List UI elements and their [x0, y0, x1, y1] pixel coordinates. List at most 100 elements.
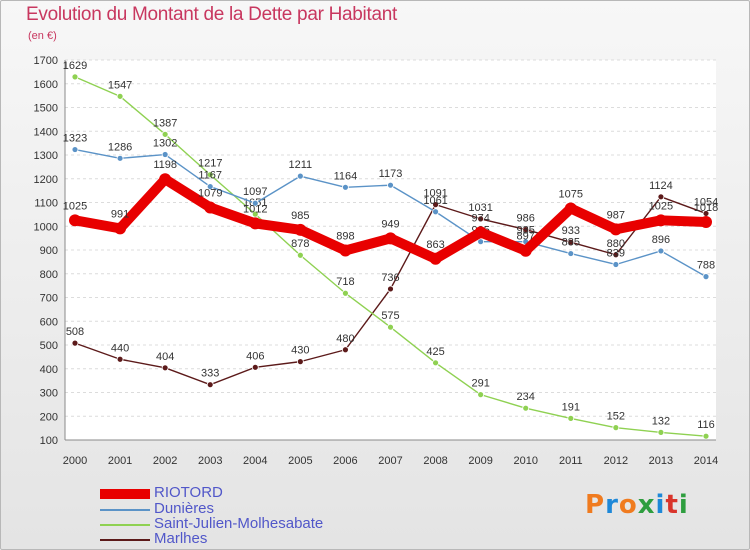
data-label: 333	[201, 368, 219, 380]
data-point	[387, 323, 394, 331]
legend-swatch	[100, 539, 150, 541]
logo-letter: r	[605, 490, 619, 520]
x-tick-label: 2012	[604, 455, 628, 467]
data-label: 1091	[423, 188, 447, 200]
data-label: 1018	[694, 202, 718, 214]
data-label: 1211	[289, 159, 313, 171]
data-label: 1167	[198, 170, 222, 182]
data-label: 1164	[334, 170, 358, 182]
x-tick-label: 2000	[63, 455, 87, 467]
y-tick-label: 800	[40, 269, 58, 281]
data-point	[522, 404, 530, 412]
data-label: 430	[291, 345, 309, 357]
y-tick-label: 200	[40, 411, 58, 423]
legend-item-saint-julien: Saint-Julien-Molhesabate	[100, 515, 360, 532]
data-label: 1547	[108, 79, 132, 91]
data-label: 896	[652, 234, 670, 246]
data-point	[71, 146, 79, 153]
x-tick-label: 2004	[243, 455, 267, 467]
data-label: 440	[111, 342, 129, 354]
data-label: 1075	[559, 188, 583, 200]
data-point	[249, 217, 262, 230]
data-label: 191	[562, 401, 580, 413]
data-point	[567, 250, 575, 257]
legend-label: Marlhes	[154, 530, 208, 547]
data-label: 291	[471, 378, 489, 390]
logo-letter: P	[585, 490, 606, 520]
data-label: 1198	[153, 159, 177, 171]
x-tick-label: 2009	[468, 455, 492, 467]
data-point	[206, 183, 214, 190]
data-point	[384, 232, 397, 245]
data-point	[477, 391, 485, 399]
data-label: 116	[697, 419, 715, 431]
data-label: 1629	[63, 60, 87, 72]
data-point	[387, 285, 394, 293]
data-label: 935	[517, 225, 535, 237]
data-label: 736	[381, 272, 399, 284]
data-label: 885	[562, 237, 580, 249]
data-label: 986	[517, 213, 535, 225]
data-label: 1387	[153, 117, 177, 129]
data-label: 880	[607, 238, 625, 250]
data-label: 1124	[649, 180, 673, 192]
data-point	[612, 251, 620, 259]
data-label: 1097	[243, 186, 267, 198]
data-point	[161, 130, 169, 138]
data-point	[657, 193, 665, 201]
data-point	[342, 346, 349, 354]
data-point	[296, 358, 304, 366]
data-point	[116, 154, 124, 162]
data-label: 425	[426, 346, 444, 358]
x-tick-label: 2002	[153, 455, 177, 467]
data-point	[161, 151, 169, 158]
data-point	[296, 251, 304, 259]
data-label: 897	[517, 231, 535, 243]
y-tick-label: 100	[40, 435, 58, 447]
data-point	[387, 181, 394, 189]
data-label: 985	[291, 210, 309, 222]
y-tick-label: 500	[40, 340, 58, 352]
data-label: 898	[336, 230, 354, 242]
data-label: 152	[607, 411, 625, 423]
y-tick-label: 1700	[34, 55, 58, 67]
y-tick-label: 1200	[34, 174, 58, 186]
data-label: 839	[607, 247, 625, 259]
data-label: 1031	[468, 202, 492, 214]
data-point	[69, 214, 81, 227]
data-point	[71, 339, 79, 347]
data-point	[522, 226, 530, 233]
data-point	[519, 244, 532, 257]
x-tick-label: 2007	[378, 455, 402, 467]
data-label: 132	[652, 415, 670, 427]
x-tick-label: 2006	[333, 455, 357, 467]
data-point	[474, 226, 487, 239]
data-label: 404	[156, 351, 174, 363]
y-tick-label: 300	[40, 388, 58, 400]
data-point	[206, 381, 214, 389]
data-point	[161, 364, 169, 372]
data-point	[432, 208, 439, 216]
y-tick-label: 700	[40, 293, 58, 305]
x-tick-label: 2003	[198, 455, 222, 467]
legend-label: Saint-Julien-Molhesabate	[154, 515, 324, 532]
legend-item-riotord: RIOTORD	[100, 484, 360, 501]
data-point	[700, 215, 712, 228]
x-tick-label: 2008	[423, 455, 447, 467]
legend-swatch	[100, 524, 150, 526]
logo-letter: o	[618, 490, 638, 520]
data-label: 878	[291, 238, 309, 250]
logo-letter: t	[665, 490, 679, 520]
y-tick-label: 1600	[34, 79, 58, 91]
data-label: 1323	[63, 133, 87, 145]
y-tick-label: 1300	[34, 150, 58, 162]
data-point	[702, 273, 710, 281]
logo-letter: i	[655, 490, 666, 520]
data-point	[342, 183, 349, 191]
data-point	[204, 201, 217, 214]
data-label: 1302	[153, 138, 177, 150]
data-point	[477, 238, 485, 246]
y-tick-label: 1500	[34, 103, 58, 115]
data-label: 863	[426, 239, 444, 251]
